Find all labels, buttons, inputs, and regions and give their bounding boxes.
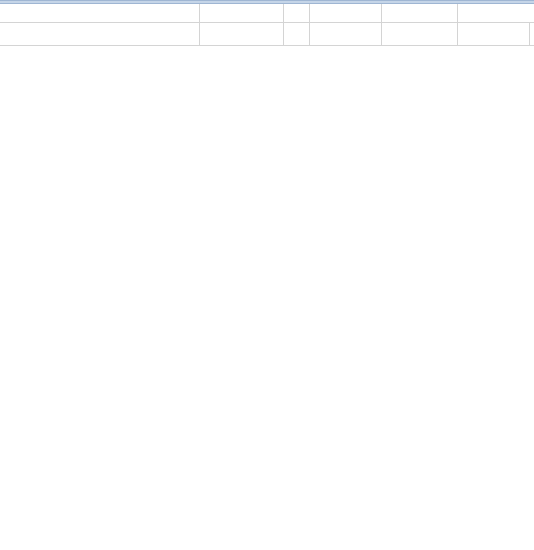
header-row [0, 23, 534, 46]
header-empty[interactable] [284, 23, 310, 45]
cell[interactable] [0, 0, 200, 22]
group-separator [0, 0, 534, 4]
cell[interactable] [200, 0, 284, 22]
header-parameter[interactable] [0, 23, 200, 45]
header-cluster-k[interactable] [200, 23, 284, 45]
note-row [0, 0, 534, 23]
cell[interactable] [310, 0, 382, 22]
cell[interactable] [382, 0, 458, 22]
header-ratio[interactable] [458, 23, 530, 45]
header-cluster-l[interactable] [310, 23, 382, 45]
cell[interactable] [284, 0, 310, 22]
header-p-value[interactable] [382, 23, 458, 45]
